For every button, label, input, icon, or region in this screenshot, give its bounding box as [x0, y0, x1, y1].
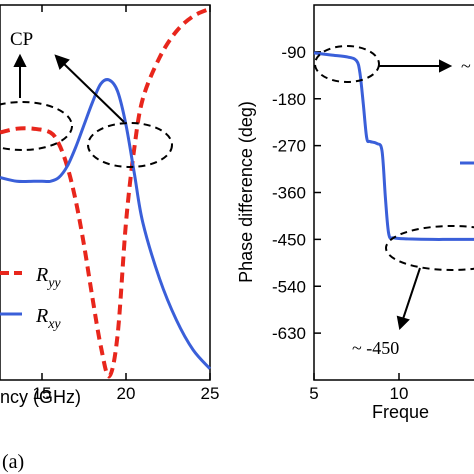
- cp-arrows: [13, 53, 125, 123]
- y-tick-label-b: -90: [281, 43, 306, 62]
- y-axis-label-b: Phase difference (deg): [236, 101, 256, 283]
- annotation-top: ~: [461, 56, 471, 76]
- y-tick-label-b: -630: [272, 324, 306, 343]
- x-axis-label-b: Freque: [372, 402, 429, 422]
- y-tick-label-b: -540: [272, 277, 306, 296]
- y-tick-label-b: -180: [272, 90, 306, 109]
- phase-arrows: [379, 59, 453, 331]
- y-tick-label-b: -270: [272, 137, 306, 156]
- legend-a: Ryy Rxy: [0, 264, 61, 332]
- x-tick-label-a: 25: [201, 384, 220, 403]
- legend-ryy-label: Ryy: [35, 264, 61, 291]
- x-tick-label-b: 10: [390, 384, 409, 403]
- phase-series-line: [313, 51, 474, 241]
- x-tick-label-a: 15: [33, 384, 52, 403]
- panel-a-frame: [0, 4, 211, 381]
- legend-rxy-label: Rxy: [35, 305, 61, 332]
- annotation-minus-450: ~ -450: [352, 338, 399, 358]
- panel-a-label: (a): [2, 451, 24, 473]
- cp-ellipse-left: [0, 101, 73, 151]
- ellipse-minus-450: [385, 225, 474, 271]
- ellipse-minus-90: [314, 45, 380, 83]
- rxy-series-line: [0, 78, 212, 370]
- x-axis-label-a: ncy (GHz): [0, 387, 81, 407]
- cp-annotation: CP: [10, 29, 33, 50]
- panel-b-frame: [313, 4, 474, 381]
- y-tick-label-b: -450: [272, 230, 306, 249]
- cp-ellipse-right: [87, 122, 173, 168]
- ryy-series-line: [0, 6, 211, 379]
- x-tick-label-b: 5: [309, 384, 318, 403]
- x-tick-label-a: 20: [117, 384, 136, 403]
- y-tick-label-b: -360: [272, 184, 306, 203]
